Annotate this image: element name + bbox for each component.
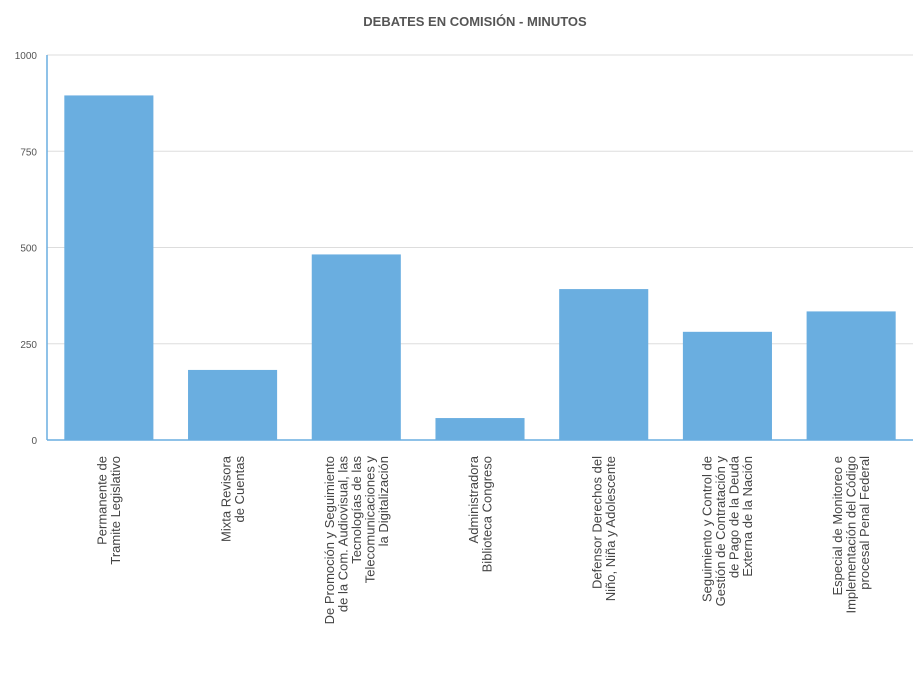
x-category-label-line: Administradora: [466, 455, 481, 543]
x-category-label-line: Gestión de Contratación y: [713, 456, 728, 607]
bar-3: [311, 254, 401, 440]
x-category-label-line: Externa de la Nación: [740, 456, 755, 577]
x-category-label-line: De Promoción y Seguimiento: [322, 456, 337, 624]
bar-7: [806, 311, 896, 440]
x-category-label-line: Telecomunicaciones y: [362, 456, 377, 584]
bar-5: [559, 289, 649, 440]
bar-2: [188, 369, 278, 440]
grid-lines: [47, 54, 913, 345]
x-category-label-line: Permanente de: [95, 456, 110, 545]
x-category-label-line: de Cuentas: [232, 456, 247, 523]
y-tick-label: 500: [20, 244, 37, 255]
x-category-label-line: de Pago de la Deuda: [727, 455, 742, 578]
y-tick-label: 250: [20, 340, 37, 351]
y-tick-label: 750: [20, 147, 37, 158]
x-category-label-line: Biblioteca Congreso: [479, 456, 494, 572]
y-tick-label: 0: [31, 436, 37, 447]
x-category-label-line: Tecnologías de las: [349, 456, 364, 564]
x-category-label-line: Seguimiento y Control de: [700, 456, 715, 602]
bars: [64, 95, 896, 441]
axes: [46, 55, 913, 441]
x-category-label-line: procesal Penal Federal: [857, 456, 872, 590]
y-axis-ticks: 0 250 500 750 1000: [15, 51, 38, 447]
x-category-label-line: Implementación del Código: [844, 456, 859, 614]
y-tick-label: 1000: [15, 51, 38, 62]
x-category-label-line: Tramite Legislativo: [108, 456, 123, 565]
x-category-label-line: la Digitalización: [376, 456, 391, 546]
x-category-label-line: Niño, Niña y Adolescente: [603, 456, 618, 601]
x-category-label-line: Mixta Revisora: [218, 455, 233, 542]
bar-6: [682, 331, 772, 440]
x-category-label-line: Defensor Derechos del: [589, 456, 604, 589]
bar-4: [435, 418, 525, 440]
chart-title: DEBATES EN COMISIÓN - MINUTOS: [363, 14, 587, 29]
bar-1: [64, 95, 154, 441]
x-category-label-line: de la Com. Audiovisual, las: [335, 456, 350, 613]
x-category-label-line: Especial de Monitoreo e: [830, 456, 845, 595]
